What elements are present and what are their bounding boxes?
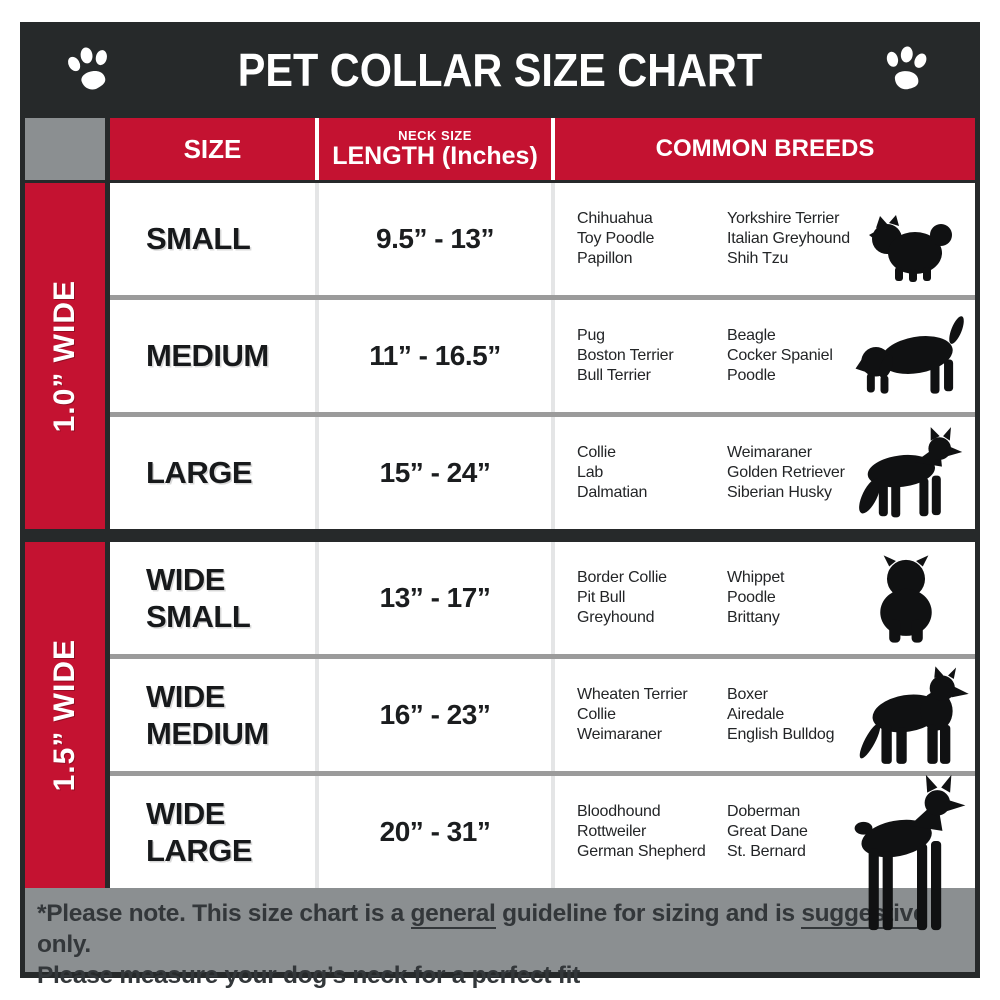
size-cell: MEDIUM: [146, 338, 269, 374]
underlined-word: general: [410, 900, 496, 929]
table-row-wide-small: WIDE SMALL 13” - 17” Border Collie Pit B…: [110, 542, 975, 654]
pitbull-silhouette-icon: [847, 665, 971, 771]
breed-list: Pug Boston Terrier Bull Terrier: [577, 327, 674, 384]
german-shepherd-silhouette-icon: [845, 426, 969, 523]
table-row-wide-large: WIDE LARGE 20” - 31” Bloodhound Rottweil…: [110, 771, 975, 931]
note-line-2: Please measure your dog’s neck for a per…: [37, 962, 580, 989]
underlined-word: suggestive: [801, 900, 927, 929]
table-row-medium: MEDIUM 11” - 16.5” Pug Boston Terrier Bu…: [110, 295, 975, 412]
table-row-wide-medium: WIDE MEDIUM 16” - 23” Wheaten Terrier Co…: [110, 654, 975, 771]
neck-length-cell: 15” - 24”: [379, 457, 491, 488]
breeds-cell: Border Collie Pit Bull Greyhound Whippet…: [555, 542, 975, 654]
size-cell: SMALL: [146, 221, 251, 257]
width-band-1.5: 1.5” WIDE: [25, 542, 110, 888]
title-bar: PET COLLAR SIZE CHART: [25, 22, 975, 118]
breed-list: Beagle Cocker Spaniel Poodle: [727, 327, 833, 384]
breed-list: Border Collie Pit Bull Greyhound: [577, 569, 667, 626]
table-row-large: LARGE 15” - 24” Collie Lab Dalmatian Wei…: [110, 412, 975, 529]
column-header-neck-size: NECK SIZE LENGTH (Inches): [319, 118, 551, 180]
breeds-cell: Bloodhound Rottweiler German Shepherd Do…: [555, 774, 975, 931]
breed-list: Weimaraner Golden Retriever Siberian Hus…: [727, 444, 845, 501]
neck-length-cell: 11” - 16.5”: [369, 340, 501, 371]
note-line-1: *Please note. This size chart is a gener…: [37, 900, 927, 958]
breed-list: Bloodhound Rottweiler German Shepherd: [577, 803, 706, 860]
size-cell: WIDE LARGE: [146, 795, 253, 868]
neck-size-sublabel: NECK SIZE: [398, 128, 472, 143]
breed-list: Chihuahua Toy Poodle Papillon: [577, 210, 655, 267]
table-header-row: SIZE NECK SIZE LENGTH (Inches) COMMON BR…: [25, 118, 975, 180]
breeds-cell: Wheaten Terrier Collie Weimaraner Boxer …: [555, 659, 975, 771]
breeds-cell: Pug Boston Terrier Bull Terrier Beagle C…: [555, 300, 975, 412]
page-title: PET COLLAR SIZE CHART: [237, 44, 763, 96]
breed-list: Wheaten Terrier Collie Weimaraner: [577, 686, 688, 743]
width-label: 1.0” WIDE: [48, 279, 81, 433]
paw-print-icon: [62, 40, 123, 99]
beagle-puppy-silhouette-icon: [851, 314, 969, 396]
breed-list: Doberman Great Dane St. Bernard: [727, 803, 808, 860]
pomeranian-silhouette-icon: [861, 211, 957, 283]
section-1-inch-wide: 1.0” WIDE SMALL 9.5” - 13” Chihuahua Toy…: [25, 183, 975, 529]
width-label: 1.5” WIDE: [48, 638, 81, 792]
neck-length-cell: 16” - 23”: [379, 699, 491, 730]
column-header-common-breeds: COMMON BREEDS: [555, 118, 975, 180]
size-cell: WIDE SMALL: [146, 561, 251, 634]
size-cell: LARGE: [146, 455, 253, 491]
section-1.5-inch-wide: 1.5” WIDE WIDE SMALL 13” - 17” Border Co…: [25, 542, 975, 931]
section-divider: [25, 529, 975, 542]
doberman-silhouette-icon: [833, 772, 973, 938]
breed-list: Boxer Airedale English Bulldog: [727, 686, 835, 743]
neck-length-cell: 13” - 17”: [379, 582, 491, 613]
neck-size-label: LENGTH (Inches): [332, 142, 538, 170]
column-header-size: SIZE: [110, 118, 315, 180]
size-chart-poster: PET COLLAR SIZE CHART SIZE NECK SIZE LEN…: [20, 22, 980, 989]
neck-length-cell: 20” - 31”: [379, 816, 491, 847]
breeds-cell: Collie Lab Dalmatian Weimaraner Golden R…: [555, 417, 975, 529]
footer-note: *Please note. This size chart is a gener…: [25, 888, 975, 989]
bulldog-silhouette-icon: [859, 552, 953, 646]
corner-cell: [25, 118, 105, 180]
neck-length-cell: 9.5” - 13”: [376, 223, 494, 254]
size-cell: WIDE MEDIUM: [146, 678, 269, 751]
breed-list: Whippet Poodle Brittany: [727, 569, 785, 626]
width-band-1.0: 1.0” WIDE: [25, 183, 110, 529]
breeds-cell: Chihuahua Toy Poodle Papillon Yorkshire …: [555, 183, 975, 295]
paw-print-icon: [878, 40, 939, 99]
breed-list: Collie Lab Dalmatian: [577, 444, 648, 501]
breed-list: Yorkshire Terrier Italian Greyhound Shih…: [727, 210, 850, 267]
table-row-small: SMALL 9.5” - 13” Chihuahua Toy Poodle Pa…: [110, 183, 975, 295]
